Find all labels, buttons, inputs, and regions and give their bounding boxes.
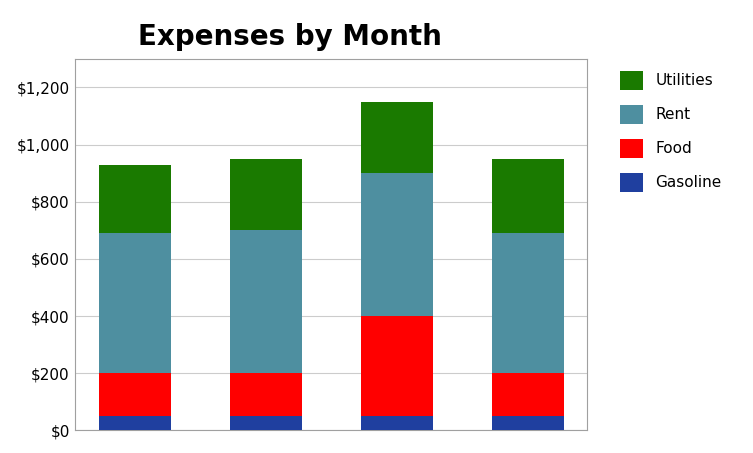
Bar xyxy=(99,416,171,430)
Bar xyxy=(99,164,171,233)
Bar xyxy=(230,230,302,373)
Bar xyxy=(99,373,171,416)
Bar xyxy=(492,416,564,430)
Bar xyxy=(230,373,302,416)
Legend: Utilities, Rent, Food, Gasoline: Utilities, Rent, Food, Gasoline xyxy=(615,67,726,196)
Bar xyxy=(361,416,433,430)
Title: Expenses by Month: Expenses by Month xyxy=(139,23,442,51)
Bar xyxy=(230,159,302,230)
Bar xyxy=(361,102,433,173)
Bar xyxy=(492,373,564,416)
Bar xyxy=(230,416,302,430)
Bar xyxy=(492,233,564,373)
Bar xyxy=(492,159,564,233)
Bar xyxy=(361,173,433,316)
Bar xyxy=(361,316,433,416)
Bar xyxy=(99,233,171,373)
